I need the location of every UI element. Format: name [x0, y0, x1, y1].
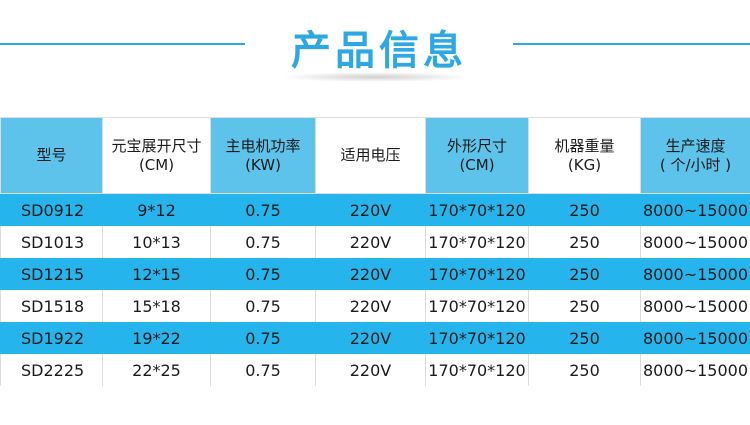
cell-weight: 250 — [528, 354, 641, 386]
header-model: 型号 — [0, 117, 103, 194]
cell-voltage: 220V — [315, 226, 426, 258]
table-row: SD1518 15*18 0.75 220V 170*70*120 250 80… — [0, 290, 750, 322]
cell-dimensions: 170*70*120 — [425, 290, 529, 322]
title-shadow — [280, 72, 470, 82]
cell-motor-power: 0.75 — [210, 226, 316, 258]
cell-speed: 8000~15000 — [640, 193, 750, 226]
cell-unfold-size: 9*12 — [102, 193, 211, 226]
cell-voltage: 220V — [315, 290, 426, 322]
cell-speed: 8000~15000 — [640, 354, 750, 386]
cell-speed: 8000~15000 — [640, 322, 750, 354]
cell-voltage: 220V — [315, 322, 426, 354]
table-row: SD1013 10*13 0.75 220V 170*70*120 250 80… — [0, 226, 750, 258]
cell-model: SD1013 — [0, 226, 103, 258]
cell-speed: 8000~15000 — [640, 290, 750, 322]
cell-voltage: 220V — [315, 354, 426, 386]
cell-speed: 8000~15000 — [640, 226, 750, 258]
header-weight: 机器重量 (KG) — [528, 117, 641, 194]
cell-motor-power: 0.75 — [210, 258, 316, 290]
table-row: SD1922 19*22 0.75 220V 170*70*120 250 80… — [0, 322, 750, 354]
table-row: SD2225 22*25 0.75 220V 170*70*120 250 80… — [0, 354, 750, 386]
cell-unfold-size: 19*22 — [102, 322, 211, 354]
header-motor-power: 主电机功率 (KW) — [210, 117, 316, 194]
table-row: SD0912 9*12 0.75 220V 170*70*120 250 800… — [0, 193, 750, 226]
cell-unfold-size: 22*25 — [102, 354, 211, 386]
title-divider-right — [513, 43, 750, 45]
cell-model: SD1518 — [0, 290, 103, 322]
table-row: SD1215 12*15 0.75 220V 170*70*120 250 80… — [0, 258, 750, 290]
cell-weight: 250 — [528, 258, 641, 290]
cell-weight: 250 — [528, 193, 641, 226]
cell-motor-power: 0.75 — [210, 322, 316, 354]
cell-dimensions: 170*70*120 — [425, 258, 529, 290]
table-header-row: 型号 元宝展开尺寸 (CM) 主电机功率 (KW) 适用电压 外形尺寸 (CM) 机器… — [0, 117, 750, 194]
header-voltage: 适用电压 — [315, 117, 426, 194]
cell-motor-power: 0.75 — [210, 193, 316, 226]
cell-weight: 250 — [528, 290, 641, 322]
cell-model: SD1922 — [0, 322, 103, 354]
cell-dimensions: 170*70*120 — [425, 354, 529, 386]
cell-unfold-size: 12*15 — [102, 258, 211, 290]
product-spec-table: 型号 元宝展开尺寸 (CM) 主电机功率 (KW) 适用电压 外形尺寸 (CM) 机器… — [0, 117, 750, 386]
cell-model: SD0912 — [0, 193, 103, 226]
cell-voltage: 220V — [315, 193, 426, 226]
page-title: 产品信息 — [291, 28, 467, 74]
cell-dimensions: 170*70*120 — [425, 193, 529, 226]
cell-weight: 250 — [528, 226, 641, 258]
cell-speed: 8000~15000 — [640, 258, 750, 290]
header-speed: 生产速度( 个/小时 ) — [640, 117, 750, 194]
title-divider-left — [0, 43, 245, 45]
cell-unfold-size: 15*18 — [102, 290, 211, 322]
cell-model: SD1215 — [0, 258, 103, 290]
cell-motor-power: 0.75 — [210, 290, 316, 322]
cell-model: SD2225 — [0, 354, 103, 386]
cell-dimensions: 170*70*120 — [425, 226, 529, 258]
cell-dimensions: 170*70*120 — [425, 322, 529, 354]
cell-unfold-size: 10*13 — [102, 226, 211, 258]
cell-voltage: 220V — [315, 258, 426, 290]
section-header: 产品信息 — [0, 0, 750, 100]
header-dimensions: 外形尺寸 (CM) — [425, 117, 529, 194]
cell-weight: 250 — [528, 322, 641, 354]
cell-motor-power: 0.75 — [210, 354, 316, 386]
header-unfold-size: 元宝展开尺寸 (CM) — [102, 117, 211, 194]
